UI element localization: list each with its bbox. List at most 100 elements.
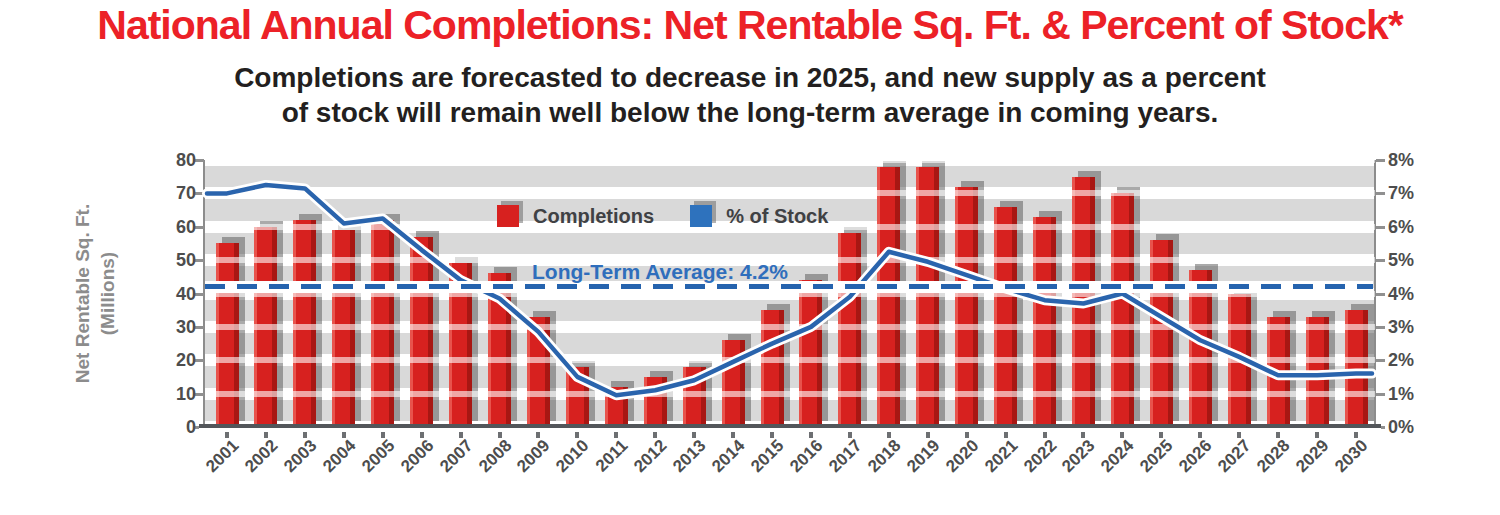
bar-2001 bbox=[216, 243, 239, 427]
bar-2029 bbox=[1306, 317, 1329, 427]
x-tick-mark bbox=[1315, 432, 1319, 438]
x-tick-mark bbox=[926, 432, 930, 438]
gridline bbox=[205, 324, 1375, 330]
x-axis-highlight bbox=[199, 428, 1381, 430]
left-tick-mark bbox=[195, 192, 204, 195]
bar-2006 bbox=[410, 237, 433, 427]
x-tick-mark bbox=[264, 432, 268, 438]
x-tick-mark bbox=[498, 432, 502, 438]
right-axis-tick-label: 7% bbox=[1388, 183, 1458, 204]
x-tick-mark bbox=[1198, 432, 1202, 438]
bar-2023 bbox=[1072, 177, 1095, 427]
right-tick-mark bbox=[1376, 259, 1385, 262]
right-axis-tick-label: 5% bbox=[1388, 250, 1458, 271]
x-tick-mark bbox=[692, 432, 696, 438]
bar-2025 bbox=[1150, 240, 1173, 427]
right-tick-mark bbox=[1376, 226, 1385, 229]
left-tick-mark bbox=[195, 226, 204, 229]
legend-line-swatch-icon bbox=[690, 205, 712, 227]
x-tick-mark bbox=[536, 432, 540, 438]
legend-line-label: % of Stock bbox=[726, 205, 828, 228]
bar-2016 bbox=[799, 280, 822, 427]
x-tick-mark bbox=[1043, 432, 1047, 438]
x-tick-mark bbox=[614, 432, 618, 438]
right-tick-mark bbox=[1376, 359, 1385, 362]
x-tick-mark bbox=[303, 432, 307, 438]
right-tick-mark bbox=[1376, 326, 1385, 329]
left-axis-tick-label: 20 bbox=[136, 350, 196, 371]
left-axis-tick-label: 10 bbox=[136, 384, 196, 405]
x-tick-mark bbox=[1237, 432, 1241, 438]
left-axis-tick-label: 40 bbox=[136, 284, 196, 305]
gridline bbox=[205, 357, 1375, 363]
x-tick-mark bbox=[965, 432, 969, 438]
x-tick-mark bbox=[1004, 432, 1008, 438]
left-tick-mark bbox=[195, 293, 204, 296]
bar-2019 bbox=[916, 167, 939, 427]
legend: Completions % of Stock bbox=[497, 203, 850, 229]
chart-subtitle: Completions are forecasted to decrease i… bbox=[0, 60, 1500, 130]
right-axis-tick-label: 3% bbox=[1388, 317, 1458, 338]
gridline bbox=[205, 157, 1375, 163]
x-tick-mark bbox=[1081, 432, 1085, 438]
right-axis-tick-label: 1% bbox=[1388, 384, 1458, 405]
left-axis-tick-label: 0 bbox=[136, 417, 196, 438]
x-tick-mark bbox=[1120, 432, 1124, 438]
x-tick-mark bbox=[575, 432, 579, 438]
bar-2014 bbox=[722, 340, 745, 427]
chart-canvas: National Annual Completions: Net Rentabl… bbox=[0, 0, 1500, 515]
left-tick-mark bbox=[195, 359, 204, 362]
bar-2010 bbox=[566, 367, 589, 427]
gridline bbox=[205, 391, 1375, 397]
long-term-average-label: Long-Term Average: 4.2% bbox=[532, 260, 788, 284]
gridline bbox=[205, 190, 1375, 196]
x-tick-mark bbox=[459, 432, 463, 438]
left-tick-mark bbox=[195, 159, 204, 162]
right-tick-mark bbox=[1376, 393, 1385, 396]
x-tick-mark bbox=[731, 432, 735, 438]
left-axis-title-line-2: (Millions) bbox=[95, 160, 120, 427]
subtitle-line-2: of stock will remain well below the long… bbox=[0, 95, 1500, 130]
left-axis-tick-label: 50 bbox=[136, 250, 196, 271]
x-tick-mark bbox=[381, 432, 385, 438]
x-tick-mark bbox=[342, 432, 346, 438]
right-tick-mark bbox=[1376, 159, 1385, 162]
x-tick-mark bbox=[1354, 432, 1358, 438]
x-tick-mark bbox=[887, 432, 891, 438]
bar-2013 bbox=[683, 367, 706, 427]
left-tick-mark bbox=[195, 259, 204, 262]
right-axis-tick-label: 2% bbox=[1388, 350, 1458, 371]
right-axis-tick-label: 4% bbox=[1388, 284, 1458, 305]
subtitle-line-1: Completions are forecasted to decrease i… bbox=[0, 60, 1500, 95]
x-tick-mark bbox=[809, 432, 813, 438]
x-tick-mark bbox=[1159, 432, 1163, 438]
x-tick-mark bbox=[653, 432, 657, 438]
left-axis-tick-label: 70 bbox=[136, 183, 196, 204]
left-tick-mark bbox=[195, 393, 204, 396]
legend-bar-swatch-icon bbox=[497, 205, 519, 227]
right-tick-mark bbox=[1376, 192, 1385, 195]
bar-2028 bbox=[1267, 317, 1290, 427]
right-tick-mark bbox=[1376, 293, 1385, 296]
chart-title: National Annual Completions: Net Rentabl… bbox=[0, 2, 1500, 49]
left-axis-title: Net Rentable Sq. Ft. (Millions) bbox=[70, 160, 124, 427]
x-tick-mark bbox=[225, 432, 229, 438]
right-axis-tick-label: 0% bbox=[1388, 417, 1458, 438]
left-axis-tick-label: 30 bbox=[136, 317, 196, 338]
x-tick-mark bbox=[1276, 432, 1280, 438]
right-axis-tick-label: 6% bbox=[1388, 217, 1458, 238]
right-axis-tick-label: 8% bbox=[1388, 150, 1458, 171]
bar-2012 bbox=[644, 377, 667, 427]
x-tick-mark bbox=[420, 432, 424, 438]
x-tick-mark bbox=[848, 432, 852, 438]
left-axis-tick-label: 80 bbox=[136, 150, 196, 171]
left-axis-tick-label: 60 bbox=[136, 217, 196, 238]
long-term-average-dashed-line bbox=[205, 284, 1373, 289]
x-tick-mark bbox=[770, 432, 774, 438]
bar-2018 bbox=[877, 167, 900, 427]
bar-2009 bbox=[527, 317, 550, 427]
left-tick-mark bbox=[195, 326, 204, 329]
legend-bar-label: Completions bbox=[533, 205, 654, 228]
left-axis-title-line-1: Net Rentable Sq. Ft. bbox=[70, 160, 95, 427]
gridline bbox=[205, 257, 1375, 263]
